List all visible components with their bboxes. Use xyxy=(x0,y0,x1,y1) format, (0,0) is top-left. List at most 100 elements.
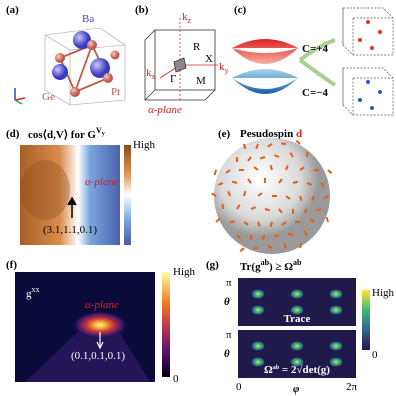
chern-label: C=−4 xyxy=(302,87,328,99)
spin-arrow xyxy=(325,216,329,223)
axis-subscript: x xyxy=(152,72,156,81)
title-vector: d xyxy=(296,128,302,140)
decor-circle xyxy=(103,73,113,83)
spin-arrow xyxy=(213,169,217,176)
decor-circle xyxy=(87,40,97,50)
panel-label: (b) xyxy=(135,4,149,16)
y-tick-label: π xyxy=(226,329,232,341)
x-axis-label: φ xyxy=(293,383,300,395)
axis-label: k xyxy=(182,11,188,23)
heatmap-feature xyxy=(20,160,70,220)
spin-arrow xyxy=(273,154,280,158)
spin-arrow xyxy=(231,180,238,184)
spin-arrow xyxy=(273,234,280,238)
title-superscript: ab xyxy=(261,258,270,267)
decor-circle xyxy=(366,20,370,24)
heatmap-spot xyxy=(329,289,343,299)
decor-circle xyxy=(73,31,91,49)
quantity-superscript: xx xyxy=(32,285,40,294)
decor-line xyxy=(14,99,23,105)
colorbar-label: 0 xyxy=(173,373,179,385)
heatmap xyxy=(20,145,120,245)
spin-arrow xyxy=(285,195,291,200)
spin-arrow xyxy=(287,232,294,236)
decor-g xyxy=(342,7,394,116)
axis-label: k xyxy=(146,67,152,79)
title-text: ) ≥ Ω xyxy=(269,261,293,273)
panel-title: cos⟨d,V⟩ for GVy xyxy=(28,126,105,141)
spin-arrow xyxy=(327,169,333,175)
brillouin-zone xyxy=(144,18,218,101)
spin-arrow xyxy=(253,166,259,171)
spin-arrow xyxy=(247,178,252,184)
decor-path xyxy=(342,7,394,56)
title-text: Tr(g xyxy=(240,261,261,273)
colorbar xyxy=(124,145,131,245)
spin-arrow xyxy=(236,234,242,240)
spin-arrow xyxy=(299,195,303,202)
spin-arrow xyxy=(264,208,271,212)
spin-arrow xyxy=(315,208,322,212)
spin-arrow xyxy=(303,230,308,236)
decor-path xyxy=(173,57,187,73)
title-text: Pesudospin xyxy=(240,128,293,140)
spin-arrow xyxy=(267,143,273,148)
heatmap-spot xyxy=(329,341,343,351)
heatmap-spot xyxy=(329,305,343,315)
decor-path xyxy=(232,69,298,94)
spin-arrow xyxy=(303,208,308,214)
plane-label: α-plane xyxy=(148,104,182,116)
plane-label: α-plane xyxy=(85,176,119,188)
heatmap-spot xyxy=(290,341,304,351)
spin-arrow xyxy=(211,192,217,197)
heatmap xyxy=(238,330,356,378)
axis-subscript: y xyxy=(225,66,229,75)
quantity-label: gxx xyxy=(26,285,40,300)
spin-arrow xyxy=(269,164,273,171)
x-tick-label: 0 xyxy=(236,381,242,393)
heatmap-features xyxy=(251,289,343,367)
panel-title: Pesudospin d xyxy=(240,128,302,140)
y-axis-label: θ xyxy=(224,296,230,308)
decor-circle xyxy=(55,53,65,63)
spin-arrow xyxy=(225,169,231,174)
decor-circle xyxy=(378,30,382,34)
spin-arrow xyxy=(247,156,252,162)
colorbar-label: High xyxy=(173,266,196,278)
axis-label: k xyxy=(219,61,225,73)
spin-arrow xyxy=(299,166,305,171)
spin-arrow xyxy=(295,139,301,145)
decor-rect xyxy=(154,29,216,91)
caption-superscript: ab xyxy=(273,365,280,371)
spin-arrow xyxy=(285,164,289,171)
spin-arrow xyxy=(243,190,247,197)
quantity-text: g xyxy=(26,288,32,300)
colorbar-label: 0 xyxy=(372,349,378,361)
axis-subscript: z xyxy=(188,16,192,25)
decor-circle xyxy=(52,64,68,80)
heatmap-spot xyxy=(290,305,304,315)
panel-title: Tr(gab) ≥ Ωab xyxy=(240,258,302,273)
panel-label: (d) xyxy=(6,128,20,140)
spin-arrow xyxy=(311,195,315,202)
point-label: X xyxy=(205,53,213,65)
spin-arrow xyxy=(227,190,231,197)
decor-circle xyxy=(378,90,382,94)
spin-arrow xyxy=(320,182,325,188)
spin-arrows xyxy=(211,139,333,253)
spin-arrow xyxy=(309,218,315,223)
decor-path xyxy=(44,27,126,106)
spin-arrow xyxy=(239,247,245,253)
spin-arrow xyxy=(267,244,273,249)
decor-circle xyxy=(366,80,370,84)
point-label: R xyxy=(193,41,201,53)
title-superscript: ab xyxy=(293,258,302,267)
panel-label: (e) xyxy=(218,128,231,140)
decor-circle xyxy=(370,46,374,50)
spin-arrow xyxy=(259,156,266,160)
heatmap-spot xyxy=(290,357,304,367)
spin-arrow xyxy=(323,195,329,200)
spin-arrow xyxy=(257,221,261,228)
axis-label: ky xyxy=(219,61,229,75)
spin-arrow xyxy=(306,182,313,186)
